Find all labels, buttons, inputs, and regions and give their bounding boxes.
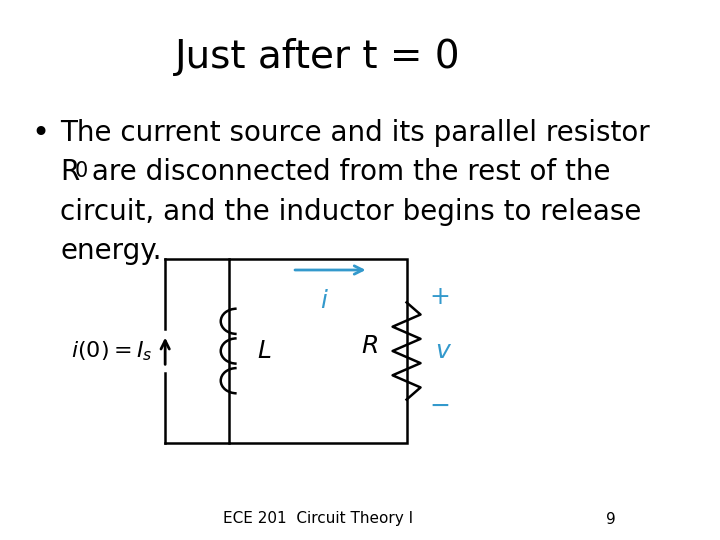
Bar xyxy=(229,259,407,443)
Text: $-$: $-$ xyxy=(429,393,449,417)
Text: energy.: energy. xyxy=(60,237,162,265)
Text: Just after t = 0: Just after t = 0 xyxy=(175,38,460,76)
Text: are disconnected from the rest of the: are disconnected from the rest of the xyxy=(84,158,611,186)
Text: 9: 9 xyxy=(606,511,616,526)
Text: R: R xyxy=(60,158,80,186)
Text: $i(0) = I_s$: $i(0) = I_s$ xyxy=(71,339,153,363)
Text: The current source and its parallel resistor: The current source and its parallel resi… xyxy=(60,119,650,147)
Text: $i$: $i$ xyxy=(320,289,328,313)
Text: $+$: $+$ xyxy=(429,285,449,309)
Text: $L$: $L$ xyxy=(257,339,271,363)
Text: •: • xyxy=(32,119,50,148)
Text: $R$: $R$ xyxy=(361,334,378,357)
Text: 0: 0 xyxy=(74,161,88,181)
Text: circuit, and the inductor begins to release: circuit, and the inductor begins to rele… xyxy=(60,198,642,226)
Text: $v$: $v$ xyxy=(435,339,452,363)
Text: ECE 201  Circuit Theory I: ECE 201 Circuit Theory I xyxy=(222,511,413,526)
